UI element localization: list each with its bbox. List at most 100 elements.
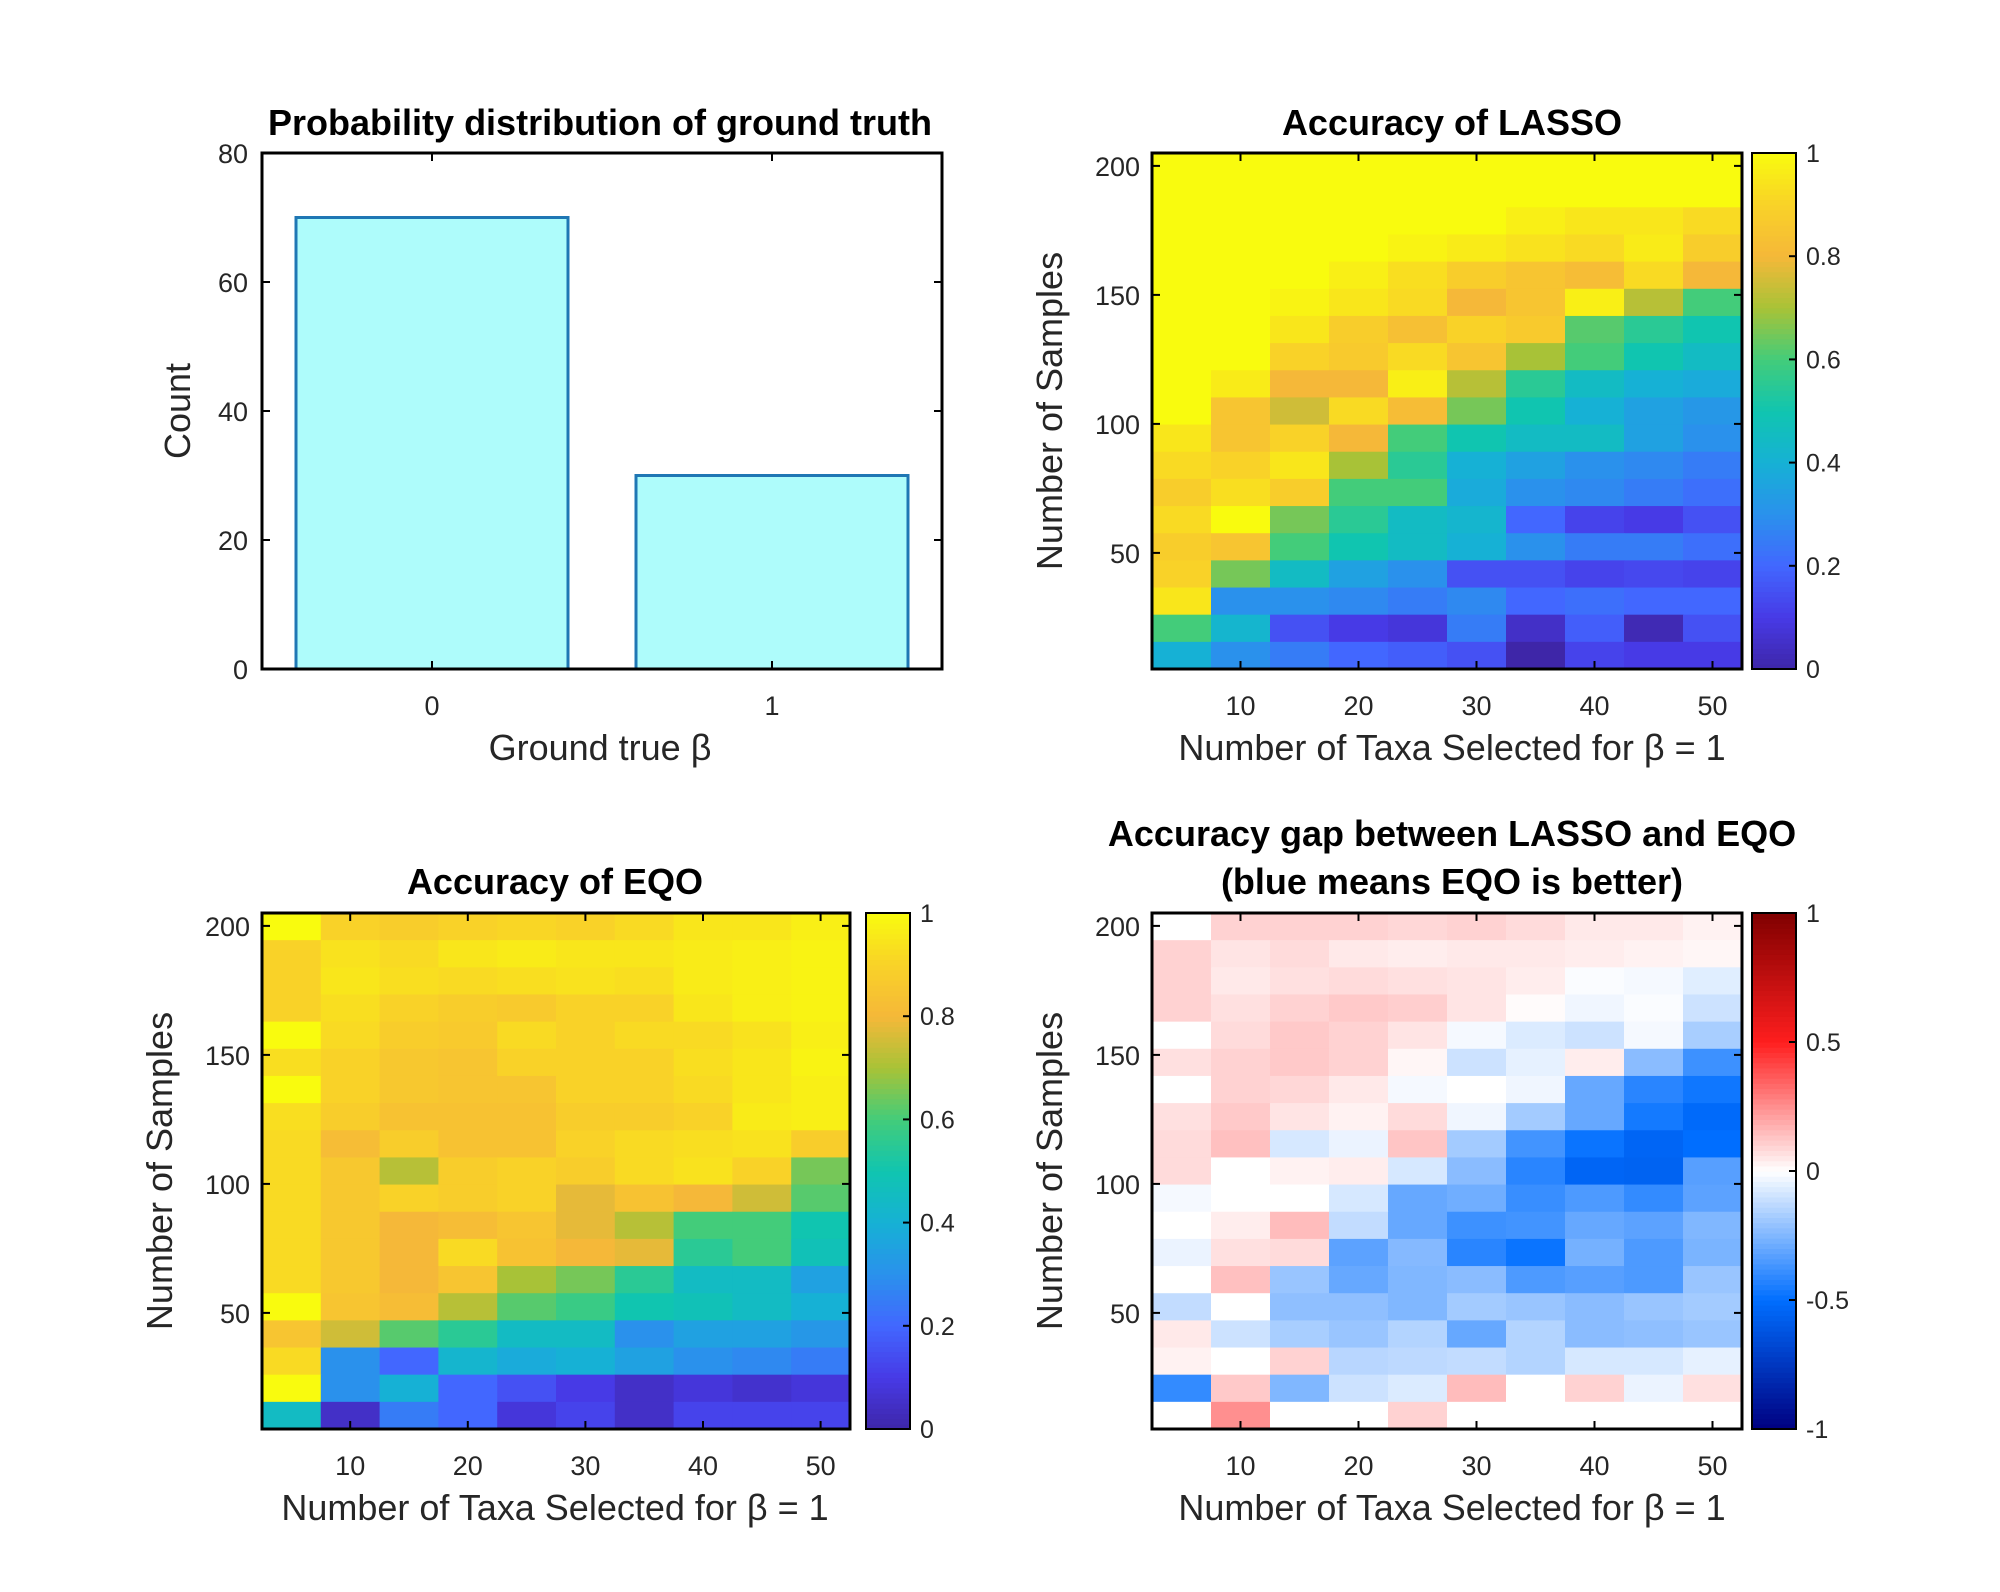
heatmap-cell [1565, 370, 1625, 399]
heatmap-cell [262, 1401, 322, 1430]
eqo-heatmap-cells [262, 913, 851, 1430]
heatmap-cell [1683, 424, 1743, 453]
heatmap-cell [320, 967, 381, 996]
colorbar-band [866, 1171, 910, 1177]
colorbar-band [1752, 550, 1796, 557]
heatmap-cell [614, 1048, 675, 1077]
y-tick-label: 0 [233, 655, 248, 685]
x-tick-label: 20 [1343, 1451, 1373, 1481]
colorbar-band [1752, 385, 1796, 391]
heatmap-cell [1447, 370, 1507, 399]
colorbar-band [866, 974, 910, 981]
heatmap-cell [732, 1130, 792, 1159]
heatmap-cell [1683, 614, 1743, 643]
heatmap-cell [1388, 587, 1448, 616]
heatmap-cell [1388, 940, 1448, 968]
heatmap-cell [1624, 180, 1684, 208]
heatmap-cell [320, 1157, 381, 1186]
heatmap-cell [1388, 1238, 1448, 1267]
colorbar-band [1752, 447, 1796, 453]
y-tick-label: 200 [205, 912, 250, 942]
y-tick-label: 100 [1095, 410, 1140, 440]
heatmap-cell [1152, 397, 1212, 426]
colorbar-band [1752, 658, 1796, 665]
heatmap-cell [1683, 1048, 1743, 1077]
heatmap-cell [438, 1075, 498, 1104]
x-tick-label: 10 [335, 1451, 365, 1481]
heatmap-cell [1388, 261, 1448, 290]
x-tick-label: 10 [1225, 1451, 1255, 1481]
heatmap-cell [732, 1266, 792, 1294]
heatmap-cell [1683, 1075, 1743, 1104]
heatmap-cell [1329, 560, 1389, 589]
heatmap-cell [1388, 207, 1448, 236]
colorbar-band [1752, 493, 1796, 500]
colorbar-band [866, 918, 910, 924]
heatmap-cell [1624, 587, 1684, 616]
heatmap-cell [497, 1103, 557, 1131]
y-tick-label: 150 [1095, 281, 1140, 311]
heatmap-cell [1565, 1075, 1625, 1104]
heatmap-cell [1506, 1320, 1566, 1349]
heatmap-cell [614, 1211, 675, 1240]
heatmap-cell [1565, 478, 1625, 507]
heatmap-cell [438, 1103, 498, 1131]
heatmap-cell [320, 1238, 381, 1267]
heatmap-cell [1329, 940, 1389, 968]
heatmap-cell [1565, 288, 1625, 317]
colorbar-band [1752, 266, 1796, 273]
heatmap-cell [1506, 1293, 1566, 1321]
lasso-heatmap-ylabel: Number of Samples [1029, 252, 1070, 570]
colorbar-band [1752, 1026, 1796, 1033]
colorbar-band [1752, 1196, 1796, 1203]
heatmap-cell [791, 1374, 851, 1403]
heatmap-cell [1329, 1103, 1389, 1131]
heatmap-cell [1565, 1130, 1625, 1159]
y-tick-label: 150 [205, 1041, 250, 1071]
colorbar-tick-label: 0 [1806, 1158, 1820, 1186]
heatmap-cell [438, 1293, 498, 1321]
heatmap-cell [1683, 560, 1743, 589]
colorbar-band [1752, 483, 1796, 489]
heatmap-cell [791, 1347, 851, 1376]
heatmap-cell [1683, 207, 1743, 236]
colorbar-band [866, 1160, 910, 1167]
colorbar-band [1752, 519, 1796, 526]
colorbar-band [866, 1341, 910, 1348]
colorbar-band [866, 1072, 910, 1079]
heatmap-cell [1152, 1021, 1212, 1050]
heatmap-cell [1565, 1266, 1625, 1294]
heatmap-cell [1506, 1184, 1566, 1213]
heatmap-cell [1329, 343, 1389, 371]
y-tick-label: 80 [218, 139, 248, 169]
colorbar-band [866, 1361, 910, 1368]
heatmap-cell [1506, 397, 1566, 426]
colorbar-band [1752, 540, 1796, 546]
heatmap-cell [1683, 1184, 1743, 1213]
colorbar-tick-label: 1 [1806, 140, 1820, 168]
colorbar-band [1752, 545, 1796, 551]
heatmap-cell [1565, 207, 1625, 236]
heatmap-cell [262, 1130, 322, 1159]
heatmap-cell [1211, 1075, 1271, 1104]
bar-chart-ylabel: Count [157, 363, 198, 459]
colorbar-band [1752, 586, 1796, 593]
colorbar-band [1752, 1300, 1796, 1306]
heatmap-cell [732, 1184, 792, 1213]
colorbar-band [866, 923, 910, 930]
heatmap-cell [1211, 1238, 1271, 1267]
heatmap-cell [791, 1130, 851, 1159]
heatmap-cell [320, 940, 381, 968]
heatmap-cell [1624, 370, 1684, 399]
heatmap-cell [262, 1103, 322, 1131]
colorbar-band [1752, 318, 1796, 324]
heatmap-cell [1506, 1075, 1566, 1104]
heatmap-cell [732, 1075, 792, 1104]
heatmap-cell [673, 1320, 733, 1349]
colorbar-band [1752, 1289, 1796, 1296]
heatmap-cell [1152, 587, 1212, 616]
colorbar-band [1752, 416, 1796, 422]
colorbar-band [1752, 1423, 1796, 1430]
heatmap-cell [614, 1374, 675, 1403]
colorbar-band [1752, 570, 1796, 577]
